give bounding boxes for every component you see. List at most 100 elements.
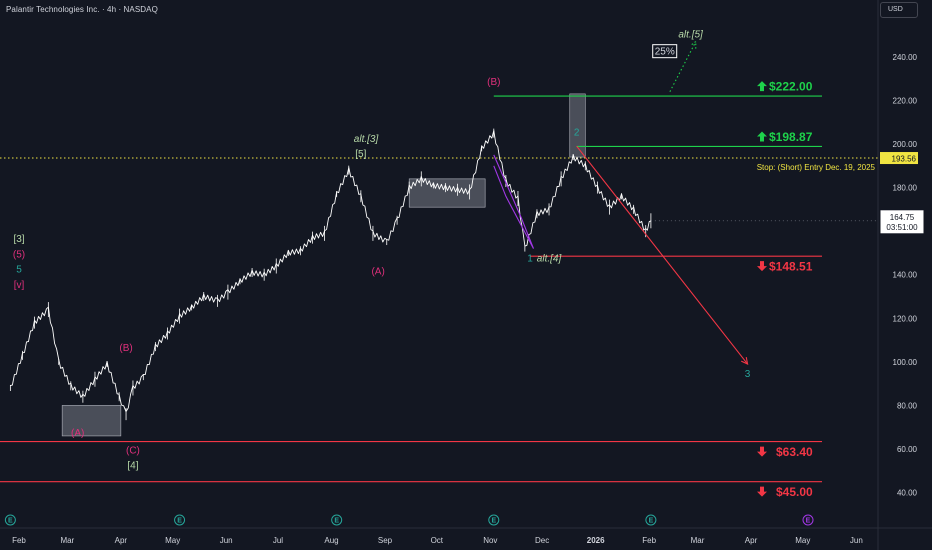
y-tick-label: 100.00 — [893, 358, 918, 367]
x-tick-label: May — [795, 536, 810, 545]
level-value: $198.87 — [769, 130, 813, 144]
earnings-icon-letter: E — [806, 518, 811, 525]
earnings-icon-letter: E — [177, 518, 182, 525]
x-tick-label: Jul — [273, 536, 283, 545]
wave-label: 2 — [574, 127, 580, 138]
level-label: $198.87 — [757, 130, 813, 144]
wave-label-text: [4] — [127, 461, 138, 472]
x-tick-label: Mar — [60, 536, 74, 545]
x-tick-label: Jun — [850, 536, 863, 545]
wave-label: (A) — [71, 428, 84, 439]
wave-label: [v] — [14, 280, 25, 291]
wave-label: 5 — [16, 265, 22, 276]
wave-label: alt.[4] — [537, 254, 562, 265]
currency-button[interactable]: USD — [880, 2, 918, 18]
wave-label-text: (B) — [487, 77, 500, 88]
earnings-icon — [645, 514, 657, 526]
stop-note: Stop: (Short) Entry Dec. 19, 2025 — [757, 163, 876, 172]
wave-label: [5] — [355, 149, 366, 160]
candle-wicks — [9, 128, 652, 421]
y-tick-label: 120.00 — [893, 314, 918, 323]
earnings-icon-letter: E — [649, 518, 654, 525]
wave-label-text: (A) — [71, 428, 84, 439]
wave-label-text: (5) — [13, 249, 25, 260]
gray-zone-box — [569, 93, 586, 158]
wave-label-text: 3 — [745, 369, 751, 380]
wave-label-text: alt.[3] — [354, 134, 379, 145]
wave-label: 1 — [527, 254, 533, 265]
wave-label: (A) — [371, 267, 384, 278]
y-tick-label: 40.00 — [897, 489, 918, 498]
y-tick-label: 60.00 — [897, 445, 918, 454]
gray-zone-box — [61, 405, 122, 437]
x-tick-label: Sep — [378, 536, 393, 545]
label-box — [652, 44, 678, 59]
x-tick-label: Apr — [115, 536, 128, 545]
arrow-down-icon — [757, 446, 767, 457]
x-tick-label: Jun — [220, 536, 233, 545]
arrow-down-icon — [757, 261, 767, 272]
earnings-marker: E — [331, 514, 343, 526]
projection-arrowhead — [689, 40, 697, 49]
y-tick-label: 180.00 — [893, 184, 918, 193]
wave-label: alt.[5] — [678, 29, 703, 40]
earnings-icon — [802, 514, 814, 526]
level-value: $45.00 — [776, 485, 813, 499]
wave-label-text: 25% — [655, 47, 675, 58]
projection-arrowhead — [741, 357, 749, 365]
wave-label: [3] — [13, 234, 24, 245]
earnings-marker: E — [802, 514, 814, 526]
gray-zone-box — [408, 178, 486, 208]
earnings-icon-letter: E — [491, 518, 496, 525]
wedge-pattern — [493, 154, 535, 249]
wave-label-text: 2 — [574, 127, 580, 138]
wave-label-text: [3] — [13, 234, 24, 245]
wave-label-text: alt.[4] — [537, 254, 562, 265]
last-price-value: 164.75 — [890, 213, 915, 222]
wave-label: [4] — [127, 461, 138, 472]
y-tick-label: 240.00 — [893, 53, 918, 62]
wave-label: (B) — [487, 77, 500, 88]
projection-line — [669, 41, 697, 92]
earnings-icon-letter: E — [8, 518, 13, 525]
level-value: $63.40 — [776, 445, 813, 459]
x-tick-label: Dec — [535, 536, 549, 545]
wave-label: (B) — [119, 343, 132, 354]
x-tick-label: Feb — [642, 536, 656, 545]
projection-line — [576, 145, 749, 365]
arrow-up-icon — [757, 131, 767, 142]
y-tick-label: 140.00 — [893, 271, 918, 280]
arrow-down-icon — [757, 486, 767, 497]
wave-label: 3 — [745, 369, 751, 380]
level-label: $63.40 — [757, 445, 813, 459]
x-tick-label: Aug — [324, 536, 338, 545]
earnings-marker: E — [4, 514, 16, 526]
earnings-marker: E — [645, 514, 657, 526]
level-value: $148.51 — [769, 260, 813, 274]
wave-label-text: (A) — [371, 267, 384, 278]
level-label: $45.00 — [757, 485, 813, 499]
wave-label-text: [5] — [355, 149, 366, 160]
wave-label: (C) — [126, 445, 140, 456]
wave-label-text: alt.[5] — [678, 29, 703, 40]
x-tick-label: Mar — [691, 536, 705, 545]
earnings-icon — [331, 514, 343, 526]
earnings-icon — [488, 514, 500, 526]
x-tick-label: Oct — [431, 536, 444, 545]
x-tick-label: Nov — [483, 536, 497, 545]
x-tick-label: Apr — [745, 536, 758, 545]
wave-label: 25% — [652, 44, 678, 59]
level-label: $148.51 — [757, 260, 813, 274]
stop-price-label: 193.56 — [892, 155, 917, 164]
earnings-icon — [174, 514, 186, 526]
wave-label-text: 5 — [16, 265, 22, 276]
level-value: $222.00 — [769, 80, 813, 94]
earnings-icon-letter: E — [334, 518, 339, 525]
wave-label-text: 1 — [527, 254, 533, 265]
price-series — [10, 130, 652, 413]
wave-label-text: (B) — [119, 343, 132, 354]
y-tick-label: 200.00 — [893, 140, 918, 149]
